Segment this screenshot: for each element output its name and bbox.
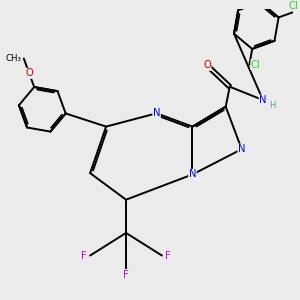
Text: H: H [269, 101, 276, 110]
Text: F: F [82, 250, 87, 260]
Text: O: O [203, 60, 211, 70]
Text: Cl: Cl [289, 1, 298, 11]
Text: CH₃: CH₃ [5, 54, 22, 63]
Text: N: N [189, 169, 196, 179]
Text: N: N [238, 144, 245, 154]
Text: O: O [26, 68, 33, 78]
Text: N: N [259, 95, 267, 105]
Text: N: N [153, 108, 160, 118]
Text: F: F [165, 250, 171, 260]
Text: F: F [123, 270, 129, 280]
Text: Cl: Cl [251, 60, 261, 70]
